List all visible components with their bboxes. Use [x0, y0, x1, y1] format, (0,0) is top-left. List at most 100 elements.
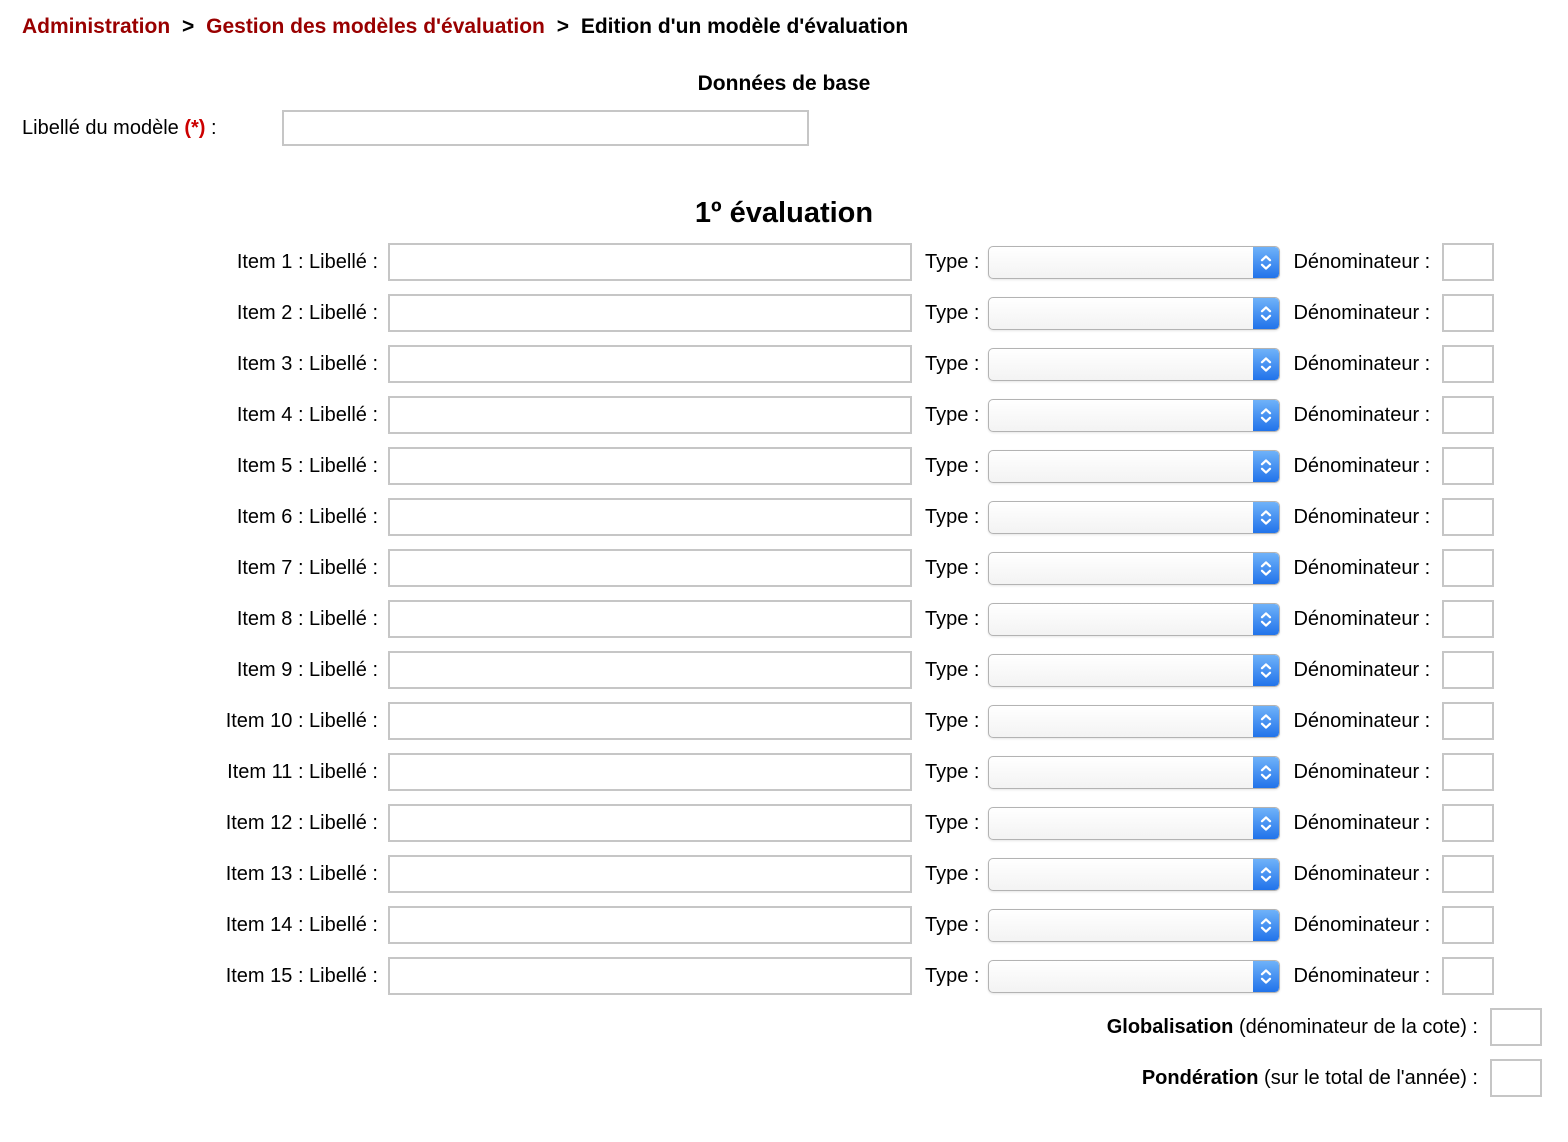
type-label: Type :: [925, 607, 980, 630]
item-libelle-input[interactable]: [388, 243, 912, 281]
denominator-label: Dénominateur :: [1293, 403, 1431, 426]
denominator-label: Dénominateur :: [1293, 658, 1431, 681]
model-label-row: Libellé du modèle (*) :: [0, 109, 1568, 147]
item-label: Item 3 : Libellé :: [236, 352, 378, 375]
up-down-chevron-icon: [1253, 348, 1280, 380]
model-name-input[interactable]: [282, 110, 809, 146]
type-label: Type :: [925, 301, 980, 324]
model-label: Libellé du modèle (*) :: [0, 117, 282, 140]
denominator-label: Dénominateur :: [1293, 250, 1431, 273]
item-label: Item 7 : Libellé :: [236, 556, 378, 579]
item-label: Item 15 : Libellé :: [225, 964, 378, 987]
type-label: Type :: [925, 811, 980, 834]
item-libelle-input[interactable]: [388, 906, 912, 944]
denominator-label: Dénominateur :: [1293, 964, 1431, 987]
item-libelle-input[interactable]: [388, 294, 912, 332]
ponderation-label: Pondération (sur le total de l'année) :: [1142, 1067, 1478, 1090]
item-libelle-input[interactable]: [388, 957, 912, 995]
denominator-label: Dénominateur :: [1293, 352, 1431, 375]
denominator-input[interactable]: [1442, 957, 1495, 995]
breadcrumb-link-gestion-modeles[interactable]: Gestion des modèles d'évaluation: [206, 15, 545, 38]
item-row: Item 9 : Libellé : Type : Dénominateur :: [0, 651, 1568, 689]
item-libelle-input[interactable]: [388, 855, 912, 893]
base-data-section-title: Données de base: [697, 72, 871, 95]
type-select[interactable]: [988, 704, 1281, 738]
denominator-input[interactable]: [1442, 804, 1495, 842]
up-down-chevron-icon: [1253, 552, 1280, 584]
type-select[interactable]: [988, 398, 1281, 432]
item-row: Item 3 : Libellé : Type : Dénominateur :: [0, 345, 1568, 383]
type-label: Type :: [925, 862, 980, 885]
denominator-input[interactable]: [1442, 855, 1495, 893]
denominator-input[interactable]: [1442, 906, 1495, 944]
item-libelle-input[interactable]: [388, 753, 912, 791]
globalisation-row: Globalisation (dénominateur de la cote) …: [0, 1008, 1568, 1046]
type-label: Type :: [925, 760, 980, 783]
type-select[interactable]: [988, 551, 1281, 585]
item-libelle-input[interactable]: [388, 498, 912, 536]
item-libelle-input[interactable]: [388, 600, 912, 638]
item-label: Item 10 : Libellé :: [225, 709, 378, 732]
globalisation-input[interactable]: [1490, 1008, 1542, 1046]
denominator-input[interactable]: [1442, 702, 1495, 740]
denominator-label: Dénominateur :: [1293, 709, 1431, 732]
denominator-label: Dénominateur :: [1293, 862, 1431, 885]
denominator-input[interactable]: [1442, 753, 1495, 791]
type-select[interactable]: [988, 602, 1281, 636]
up-down-chevron-icon: [1253, 246, 1280, 278]
denominator-input[interactable]: [1442, 396, 1495, 434]
item-libelle-input[interactable]: [388, 702, 912, 740]
denominator-input[interactable]: [1442, 294, 1495, 332]
item-row: Item 1 : Libellé : Type : Dénominateur :: [0, 243, 1568, 281]
item-label: Item 1 : Libellé :: [236, 250, 378, 273]
up-down-chevron-icon: [1253, 909, 1280, 941]
item-libelle-input[interactable]: [388, 549, 912, 587]
denominator-input[interactable]: [1442, 243, 1495, 281]
denominator-input[interactable]: [1442, 498, 1495, 536]
type-select[interactable]: [988, 908, 1281, 942]
type-label: Type :: [925, 352, 980, 375]
item-label: Item 13 : Libellé :: [225, 862, 378, 885]
type-label: Type :: [925, 964, 980, 987]
item-libelle-input[interactable]: [388, 447, 912, 485]
type-select[interactable]: [988, 245, 1281, 279]
denominator-input[interactable]: [1442, 600, 1495, 638]
item-label: Item 11 : Libellé :: [227, 760, 378, 783]
type-select[interactable]: [988, 755, 1281, 789]
item-row: Item 13 : Libellé : Type : Dénominateur …: [0, 855, 1568, 893]
type-label: Type :: [925, 403, 980, 426]
item-row: Item 8 : Libellé : Type : Dénominateur :: [0, 600, 1568, 638]
breadcrumb-link-administration[interactable]: Administration: [22, 15, 171, 38]
denominator-input[interactable]: [1442, 549, 1495, 587]
item-row: Item 6 : Libellé : Type : Dénominateur :: [0, 498, 1568, 536]
type-label: Type :: [925, 709, 980, 732]
denominator-input[interactable]: [1442, 651, 1495, 689]
denominator-input[interactable]: [1442, 447, 1495, 485]
item-row: Item 15 : Libellé : Type : Dénominateur …: [0, 957, 1568, 995]
type-label: Type :: [925, 658, 980, 681]
item-libelle-input[interactable]: [388, 345, 912, 383]
type-select[interactable]: [988, 500, 1281, 534]
item-libelle-input[interactable]: [388, 651, 912, 689]
type-select[interactable]: [988, 347, 1281, 381]
ponderation-input[interactable]: [1490, 1059, 1542, 1097]
denominator-label: Dénominateur :: [1293, 607, 1431, 630]
denominator-input[interactable]: [1442, 345, 1495, 383]
ponderation-row: Pondération (sur le total de l'année) :: [0, 1059, 1568, 1097]
evaluation-section-title: 1º évaluation: [694, 197, 874, 229]
type-select[interactable]: [988, 296, 1281, 330]
denominator-label: Dénominateur :: [1293, 556, 1431, 579]
type-select[interactable]: [988, 959, 1281, 993]
type-select[interactable]: [988, 449, 1281, 483]
item-row: Item 11 : Libellé : Type : Dénominateur …: [0, 753, 1568, 791]
type-select[interactable]: [988, 857, 1281, 891]
type-label: Type :: [925, 505, 980, 528]
item-label: Item 4 : Libellé :: [236, 403, 378, 426]
type-select[interactable]: [988, 806, 1281, 840]
item-libelle-input[interactable]: [388, 804, 912, 842]
up-down-chevron-icon: [1253, 858, 1280, 890]
up-down-chevron-icon: [1253, 603, 1280, 635]
denominator-label: Dénominateur :: [1293, 760, 1431, 783]
item-libelle-input[interactable]: [388, 396, 912, 434]
type-select[interactable]: [988, 653, 1281, 687]
